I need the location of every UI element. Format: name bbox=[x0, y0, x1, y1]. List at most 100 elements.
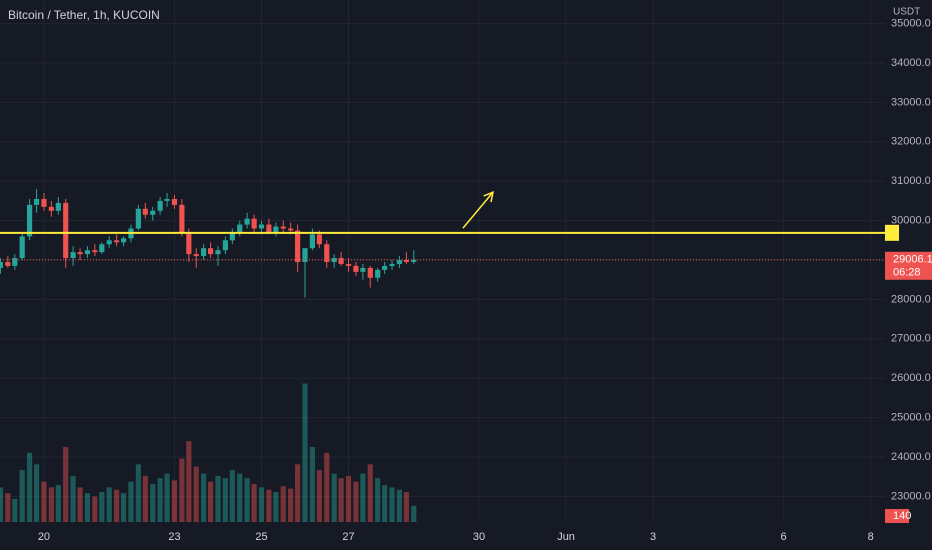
candles bbox=[0, 189, 417, 298]
candle-body bbox=[84, 250, 91, 255]
volume-bar bbox=[0, 487, 4, 522]
last-volume-box bbox=[885, 509, 909, 523]
y-tick-label: 31000.0 bbox=[891, 175, 931, 187]
volume-bar bbox=[193, 466, 199, 522]
candle-body bbox=[55, 202, 61, 211]
volume-bar bbox=[331, 473, 337, 522]
volume-bar bbox=[114, 489, 120, 522]
volume-bar bbox=[273, 492, 279, 522]
volume-bar bbox=[403, 492, 409, 522]
candle-body bbox=[135, 208, 141, 229]
volume-bar bbox=[251, 483, 257, 522]
volume-bar bbox=[288, 488, 294, 522]
last-volume-label: 140 bbox=[893, 510, 911, 522]
volume-bar bbox=[33, 464, 40, 522]
volume-bar bbox=[150, 483, 156, 522]
candle-body bbox=[251, 218, 257, 229]
axes: 23000.0 24000.0 25000.0 26000.0 27000.0 28000… bbox=[38, 18, 932, 543]
volume-bar bbox=[92, 496, 98, 522]
volume-bar bbox=[338, 478, 344, 522]
volume-bar bbox=[142, 475, 148, 522]
volume-bar bbox=[215, 475, 221, 522]
candle-body bbox=[345, 263, 352, 266]
candle-body bbox=[0, 261, 4, 268]
y-tick-label: 23000.0 bbox=[891, 490, 931, 502]
last-price-label: 29006.1 bbox=[893, 254, 932, 266]
y-tick-label: 26000.0 bbox=[891, 372, 931, 384]
y-tick-label: 35000.0 bbox=[891, 18, 931, 30]
candle-body bbox=[215, 250, 221, 255]
grid bbox=[0, 0, 885, 522]
volume-bar bbox=[106, 487, 112, 522]
volume-bar bbox=[26, 452, 33, 522]
candle-body bbox=[309, 234, 315, 249]
candle-body bbox=[106, 240, 112, 245]
candle-body bbox=[411, 259, 417, 262]
volume-bar bbox=[120, 493, 127, 522]
y-tick-label: 30000.0 bbox=[891, 215, 931, 227]
x-tick-label: 6 bbox=[781, 531, 787, 543]
candle-body bbox=[142, 208, 148, 215]
volume-bar bbox=[309, 447, 315, 522]
volume-bar bbox=[295, 464, 301, 522]
candle-body bbox=[295, 230, 301, 262]
y-axis-label: USDT bbox=[893, 7, 920, 18]
candle-body bbox=[33, 198, 40, 205]
volume-bar bbox=[266, 489, 272, 522]
arrow bbox=[462, 191, 494, 229]
volume-pane bbox=[0, 383, 417, 522]
volume-bar bbox=[19, 470, 25, 522]
volume-bar bbox=[84, 493, 91, 522]
candle-body bbox=[186, 232, 192, 255]
volume-bar bbox=[164, 473, 170, 522]
volume-bar bbox=[382, 485, 388, 522]
volume-bar bbox=[55, 485, 61, 522]
candle-body bbox=[12, 258, 18, 266]
arrow-head bbox=[483, 191, 494, 203]
volume-bar bbox=[258, 487, 265, 522]
candle-body bbox=[331, 258, 337, 262]
candle-body bbox=[389, 263, 395, 266]
candle-body bbox=[403, 260, 409, 262]
overlays bbox=[0, 191, 899, 261]
candle-body bbox=[150, 210, 156, 215]
candle-body bbox=[92, 250, 98, 253]
volume-bar bbox=[389, 487, 395, 522]
y-tick-label: 33000.0 bbox=[891, 96, 931, 108]
candle-body bbox=[266, 224, 272, 233]
candle-body bbox=[360, 267, 366, 272]
candle-body bbox=[157, 200, 163, 211]
volume-bar bbox=[128, 481, 134, 522]
candle-body bbox=[114, 240, 120, 243]
volume-bar bbox=[367, 464, 373, 522]
candle-body bbox=[302, 248, 308, 262]
countdown-label: 06:28 bbox=[893, 267, 921, 279]
volume-bar bbox=[316, 470, 322, 522]
x-tick-label: 8 bbox=[868, 531, 874, 543]
candle-body bbox=[353, 265, 359, 272]
volume-bar bbox=[48, 487, 54, 522]
candle-body bbox=[5, 261, 11, 266]
volume-bar bbox=[186, 441, 192, 522]
y-tick-label: 27000.0 bbox=[891, 333, 931, 345]
volume-bar bbox=[63, 447, 69, 522]
chart-title: Bitcoin / Tether, 1h, KUCOIN bbox=[8, 8, 160, 22]
candle-body bbox=[164, 198, 170, 201]
last-price-box bbox=[885, 251, 932, 280]
candle-body bbox=[288, 228, 294, 231]
y-tick-label: 28000.0 bbox=[891, 293, 931, 305]
candle-body bbox=[48, 206, 54, 211]
candle-body bbox=[375, 269, 381, 278]
candle-body bbox=[229, 232, 235, 241]
candle-body bbox=[273, 226, 279, 233]
candle-body bbox=[338, 258, 344, 264]
volume-bar bbox=[229, 470, 235, 522]
candle-body bbox=[208, 248, 214, 255]
volume-bar bbox=[135, 464, 141, 522]
candle-body bbox=[382, 265, 388, 270]
candle-body bbox=[120, 238, 127, 243]
volume-bar bbox=[70, 475, 76, 522]
volume-bar bbox=[396, 489, 403, 522]
candle-body bbox=[171, 198, 178, 205]
